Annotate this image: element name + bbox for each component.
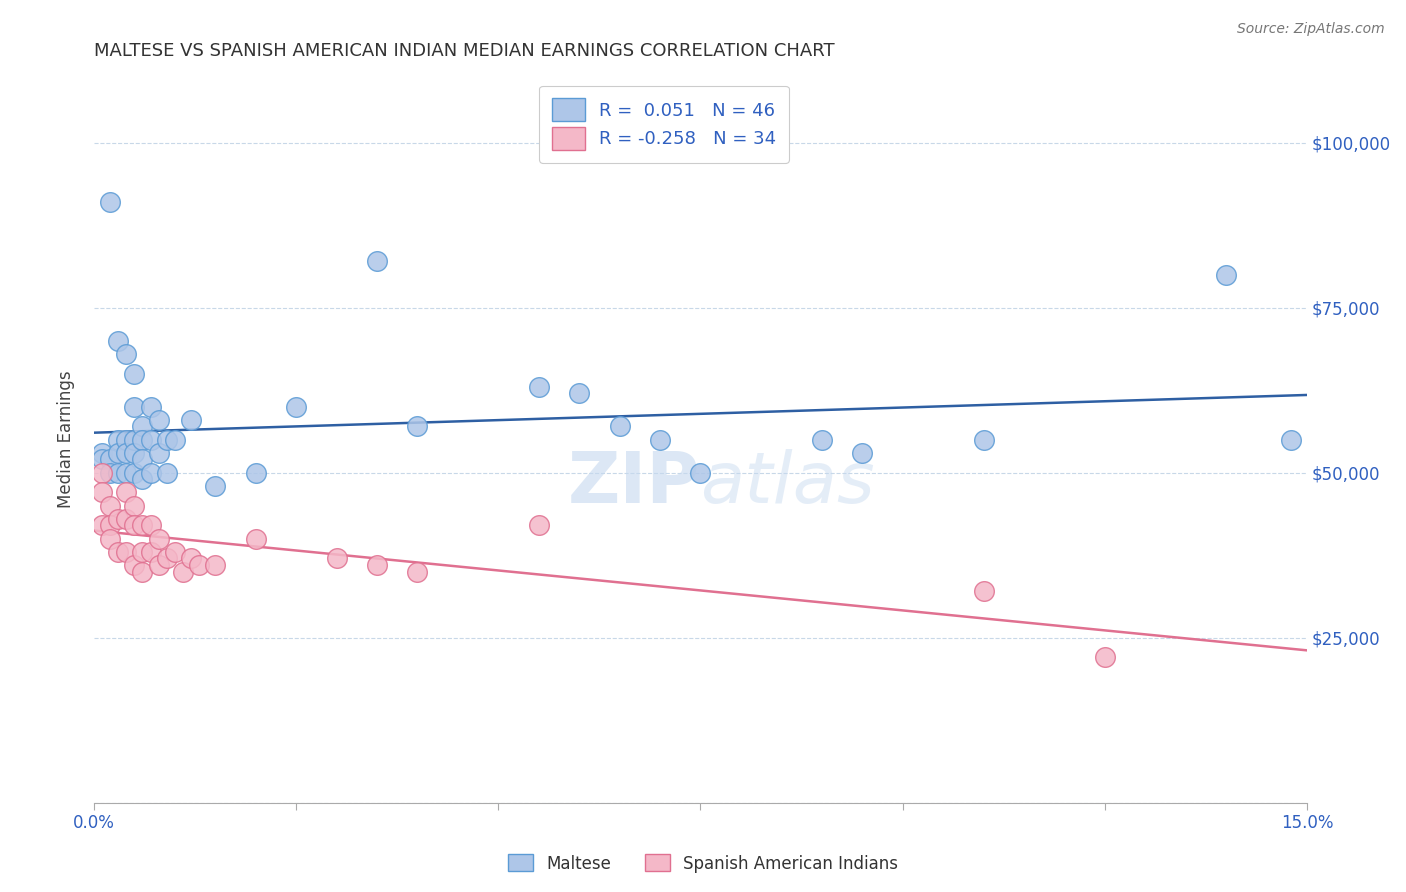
- Text: MALTESE VS SPANISH AMERICAN INDIAN MEDIAN EARNINGS CORRELATION CHART: MALTESE VS SPANISH AMERICAN INDIAN MEDIA…: [94, 42, 835, 60]
- Point: [131, 419, 153, 434]
- Point: [1094, 650, 1116, 665]
- Point: [245, 532, 267, 546]
- Point: [115, 446, 138, 460]
- Point: [107, 446, 129, 460]
- Point: [973, 433, 995, 447]
- Point: [131, 545, 153, 559]
- Point: [648, 433, 671, 447]
- Point: [285, 400, 308, 414]
- Point: [1215, 268, 1237, 282]
- Point: [98, 532, 121, 546]
- Text: atlas: atlas: [700, 449, 875, 517]
- Text: Source: ZipAtlas.com: Source: ZipAtlas.com: [1237, 22, 1385, 37]
- Legend: R =  0.051   N = 46, R = -0.258   N = 34: R = 0.051 N = 46, R = -0.258 N = 34: [540, 86, 789, 162]
- Point: [139, 400, 162, 414]
- Point: [107, 334, 129, 348]
- Point: [124, 466, 146, 480]
- Point: [115, 512, 138, 526]
- Point: [156, 551, 179, 566]
- Point: [180, 551, 202, 566]
- Point: [115, 485, 138, 500]
- Point: [139, 545, 162, 559]
- Point: [156, 466, 179, 480]
- Point: [98, 466, 121, 480]
- Point: [406, 565, 429, 579]
- Point: [156, 433, 179, 447]
- Point: [91, 466, 114, 480]
- Point: [188, 558, 211, 572]
- Point: [148, 532, 170, 546]
- Point: [568, 386, 591, 401]
- Point: [139, 466, 162, 480]
- Point: [124, 367, 146, 381]
- Point: [139, 433, 162, 447]
- Y-axis label: Median Earnings: Median Earnings: [58, 371, 75, 508]
- Point: [124, 518, 146, 533]
- Point: [115, 545, 138, 559]
- Point: [131, 518, 153, 533]
- Point: [107, 466, 129, 480]
- Point: [148, 446, 170, 460]
- Point: [245, 466, 267, 480]
- Point: [107, 545, 129, 559]
- Point: [973, 584, 995, 599]
- Point: [366, 254, 388, 268]
- Point: [124, 558, 146, 572]
- Point: [98, 499, 121, 513]
- Point: [124, 446, 146, 460]
- Point: [115, 433, 138, 447]
- Point: [98, 518, 121, 533]
- Point: [148, 558, 170, 572]
- Point: [115, 466, 138, 480]
- Point: [98, 194, 121, 209]
- Point: [148, 413, 170, 427]
- Point: [124, 499, 146, 513]
- Point: [204, 479, 226, 493]
- Point: [91, 446, 114, 460]
- Point: [107, 512, 129, 526]
- Point: [124, 400, 146, 414]
- Point: [131, 472, 153, 486]
- Point: [107, 433, 129, 447]
- Point: [115, 347, 138, 361]
- Text: ZIP: ZIP: [568, 449, 700, 517]
- Point: [325, 551, 347, 566]
- Point: [91, 518, 114, 533]
- Point: [91, 452, 114, 467]
- Point: [91, 485, 114, 500]
- Point: [180, 413, 202, 427]
- Point: [810, 433, 832, 447]
- Point: [131, 433, 153, 447]
- Point: [1279, 433, 1302, 447]
- Point: [527, 518, 550, 533]
- Point: [366, 558, 388, 572]
- Point: [851, 446, 873, 460]
- Point: [131, 452, 153, 467]
- Point: [163, 545, 186, 559]
- Point: [98, 452, 121, 467]
- Point: [609, 419, 631, 434]
- Point: [172, 565, 194, 579]
- Point: [124, 433, 146, 447]
- Point: [163, 433, 186, 447]
- Point: [527, 380, 550, 394]
- Point: [689, 466, 711, 480]
- Point: [406, 419, 429, 434]
- Point: [139, 518, 162, 533]
- Point: [204, 558, 226, 572]
- Point: [131, 565, 153, 579]
- Legend: Maltese, Spanish American Indians: Maltese, Spanish American Indians: [502, 847, 904, 880]
